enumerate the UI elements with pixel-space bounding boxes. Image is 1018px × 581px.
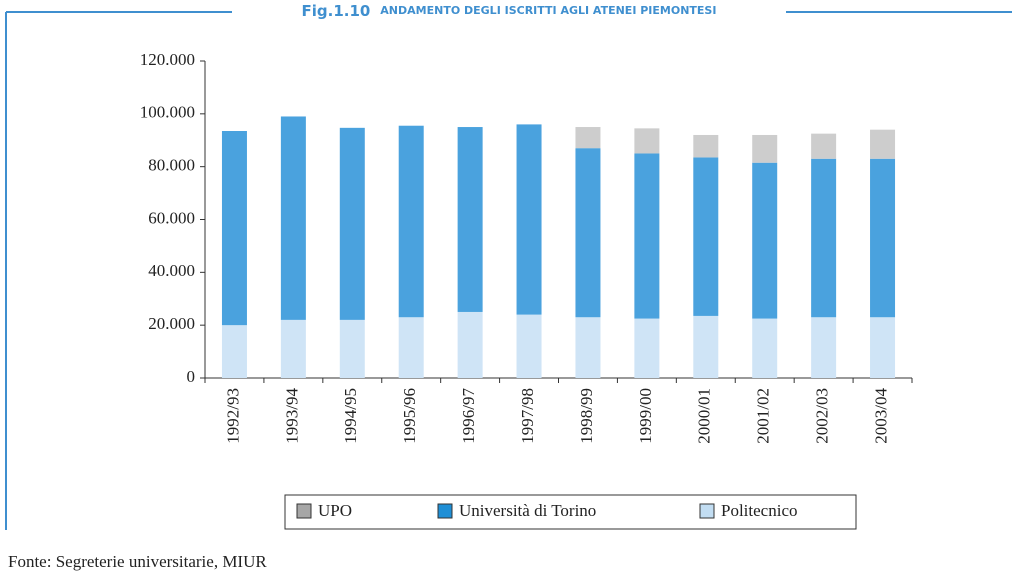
bar-segment: [575, 148, 601, 318]
x-tick-label: 2001/02: [754, 388, 773, 444]
bar-segment: [752, 162, 778, 319]
x-tick-label: 1993/94: [282, 388, 301, 444]
y-tick-label: 120.000: [140, 50, 195, 69]
bar-segment: [634, 318, 660, 378]
bar-segment: [870, 158, 896, 318]
bar-segment: [693, 315, 719, 378]
legend-label: Politecnico: [721, 501, 797, 520]
bar-segment: [339, 127, 365, 320]
bar-segment: [516, 314, 542, 378]
bar-segment: [811, 133, 837, 159]
bar-segment: [634, 128, 660, 154]
bar-segment: [870, 129, 896, 159]
bar-segment: [516, 124, 542, 315]
bar-segment: [752, 134, 778, 163]
bar-segment: [280, 319, 306, 378]
bar-segment: [693, 134, 719, 158]
x-tick-label: 2002/03: [813, 388, 832, 444]
bar-segment: [221, 131, 247, 326]
bar-segment: [575, 127, 601, 149]
title: Fig.1.10: [302, 2, 371, 20]
x-tick-label: 1994/95: [341, 388, 360, 444]
legend-swatch: [699, 503, 715, 519]
bar-segment: [280, 116, 306, 320]
x-tick-label: 1992/93: [223, 388, 242, 444]
bar-segment: [221, 325, 247, 378]
y-tick-label: 0: [187, 367, 196, 386]
y-tick-label: 40.000: [148, 261, 195, 280]
bar-segment: [634, 153, 660, 319]
y-tick-label: 60.000: [148, 208, 195, 227]
bar-segment: [811, 317, 837, 378]
x-tick-label: 1996/97: [459, 388, 478, 444]
legend-swatch: [296, 503, 312, 519]
bar-segment: [752, 318, 778, 378]
bar-segment: [339, 319, 365, 378]
x-tick-label: 1995/96: [400, 388, 419, 444]
x-tick-label: 2003/04: [871, 388, 890, 444]
legend-label: UPO: [318, 501, 352, 520]
x-tick-label: 1998/99: [577, 388, 596, 444]
source: Fonte: Segreterie universitarie, MIUR: [8, 552, 267, 571]
subtitle: ANDAMENTO DEGLI ISCRITTI AGLI ATENEI PIE…: [380, 4, 716, 17]
x-tick-label: 2000/01: [695, 388, 714, 444]
bar-segment: [398, 125, 424, 318]
bar-segment: [870, 317, 896, 378]
bar-segment: [811, 158, 837, 318]
x-tick-label: 1997/98: [518, 388, 537, 444]
chart-title: Fig.1.10 ANDAMENTO DEGLI ISCRITTI AGLI A…: [302, 1, 717, 21]
bar-segment: [457, 127, 483, 312]
legend-box: [284, 494, 857, 530]
bar-segment: [575, 317, 601, 378]
legend-swatch: [437, 503, 453, 519]
y-tick-label: 20.000: [148, 314, 195, 333]
bar-segment: [398, 317, 424, 378]
legend-label: Università di Torino: [459, 501, 596, 520]
bar-segment: [457, 311, 483, 378]
bar-segment: [693, 157, 719, 316]
x-tick-label: 1999/00: [636, 388, 655, 444]
y-tick-label: 100.000: [140, 103, 195, 122]
y-tick-label: 80.000: [148, 156, 195, 175]
